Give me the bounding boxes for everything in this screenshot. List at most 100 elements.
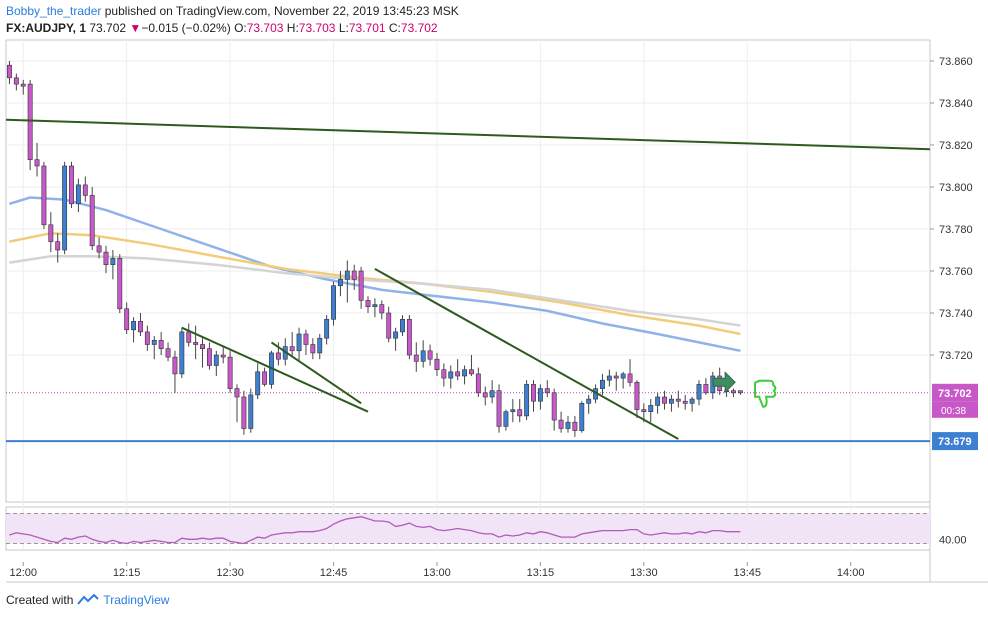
candle <box>558 411 564 433</box>
author-link[interactable]: Bobby_the_trader <box>6 4 102 18</box>
rsi-line <box>9 516 741 545</box>
candle-body <box>220 354 226 358</box>
open-value: 73.703 <box>246 21 284 35</box>
candle-body <box>379 304 385 314</box>
candle-body <box>255 371 261 396</box>
symbol-name[interactable]: FX:AUDJPY, 1 <box>6 21 87 35</box>
candle <box>696 380 702 406</box>
candle <box>372 298 378 318</box>
candle <box>358 266 364 309</box>
candle-body <box>34 159 40 167</box>
candle <box>200 338 205 368</box>
candle <box>13 73 19 91</box>
candle-body <box>475 373 481 394</box>
candle-body <box>365 300 371 307</box>
candle-body <box>427 350 433 360</box>
candle <box>737 390 743 395</box>
candle-body <box>241 396 247 429</box>
candle <box>462 365 467 385</box>
candle <box>662 390 667 410</box>
candle <box>427 344 433 366</box>
candle <box>138 313 143 337</box>
candle-body <box>420 350 426 362</box>
candle <box>400 315 405 337</box>
tradingview-brand[interactable]: TradingView <box>103 593 170 607</box>
candle <box>551 388 557 431</box>
candle-body <box>737 390 743 394</box>
tradingview-logo-icon <box>77 594 100 605</box>
candle-body <box>193 342 199 345</box>
candle-body <box>96 245 102 253</box>
candle <box>655 392 661 414</box>
created-with-text: Created with <box>6 593 74 607</box>
candle-body <box>75 184 81 205</box>
candle-body <box>7 64 12 79</box>
symbol-legend: FX:AUDJPY, 1 73.702 ▼−0.015 (−0.02%) O:7… <box>6 21 438 35</box>
candle <box>7 61 12 85</box>
candle <box>117 254 123 313</box>
rsi-tick-label: 40.00 <box>939 534 967 546</box>
candle <box>131 317 137 343</box>
candle <box>365 296 371 313</box>
candle-body <box>703 384 709 394</box>
candle-body <box>648 405 654 412</box>
candle <box>220 346 226 364</box>
candle <box>158 331 164 355</box>
candle <box>565 415 571 433</box>
y-tick-label: 73.840 <box>939 98 973 110</box>
candle <box>165 342 171 362</box>
candles <box>7 61 743 437</box>
candle <box>241 390 247 435</box>
candle-body <box>62 165 68 251</box>
candle-body <box>469 369 474 375</box>
candle-body <box>248 394 254 429</box>
x-tick-label: 12:15 <box>113 567 141 579</box>
countdown-label: 00:38 <box>941 406 966 417</box>
x-tick-label: 13:30 <box>630 567 658 579</box>
y-tick-label: 73.720 <box>939 350 973 362</box>
candle-body <box>620 373 626 379</box>
low-value: 73.701 <box>348 21 386 35</box>
candle-body <box>227 356 233 389</box>
candle <box>227 350 233 393</box>
candle-body <box>434 358 440 371</box>
candle-body <box>275 352 281 360</box>
candle <box>489 380 495 404</box>
candle-body <box>117 258 123 310</box>
trendline <box>181 326 369 413</box>
candle-body <box>131 321 137 331</box>
candle <box>96 237 102 259</box>
candle-body <box>537 388 543 402</box>
candle-body <box>186 331 192 343</box>
y-tick-label: 73.760 <box>939 266 973 278</box>
candle <box>82 176 88 202</box>
candle-body <box>206 348 212 366</box>
close-label: C: <box>388 21 401 35</box>
candle <box>606 369 612 387</box>
candle-body <box>234 388 240 398</box>
candle <box>172 350 178 393</box>
candle-body <box>682 400 688 404</box>
candle-body <box>324 318 330 339</box>
trendlines[interactable] <box>5 118 931 443</box>
candle-body <box>731 390 736 394</box>
candle-body <box>524 384 530 417</box>
open-label: O: <box>234 21 247 35</box>
candle <box>406 315 412 360</box>
candle <box>103 245 109 274</box>
candle-body <box>613 375 619 379</box>
candle-body <box>200 344 205 349</box>
candle <box>89 187 95 250</box>
y-tick-label: 73.800 <box>939 182 973 194</box>
thumbs-down-icon <box>754 379 777 408</box>
candle-body <box>641 409 647 413</box>
candle <box>69 161 74 208</box>
candle <box>517 399 523 423</box>
candle-body <box>158 339 164 349</box>
candle-body <box>124 308 130 331</box>
candle <box>289 331 295 358</box>
candle-body <box>572 421 578 431</box>
candle <box>441 363 447 387</box>
low-label: L: <box>338 21 349 35</box>
